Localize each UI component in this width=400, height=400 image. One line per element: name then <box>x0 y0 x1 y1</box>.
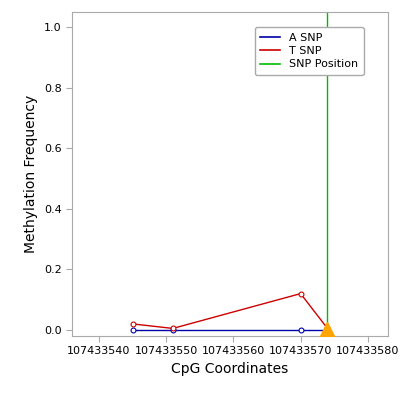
Y-axis label: Methylation Frequency: Methylation Frequency <box>24 95 38 253</box>
Legend: A SNP, T SNP, SNP Position: A SNP, T SNP, SNP Position <box>254 27 364 75</box>
X-axis label: CpG Coordinates: CpG Coordinates <box>171 362 289 376</box>
